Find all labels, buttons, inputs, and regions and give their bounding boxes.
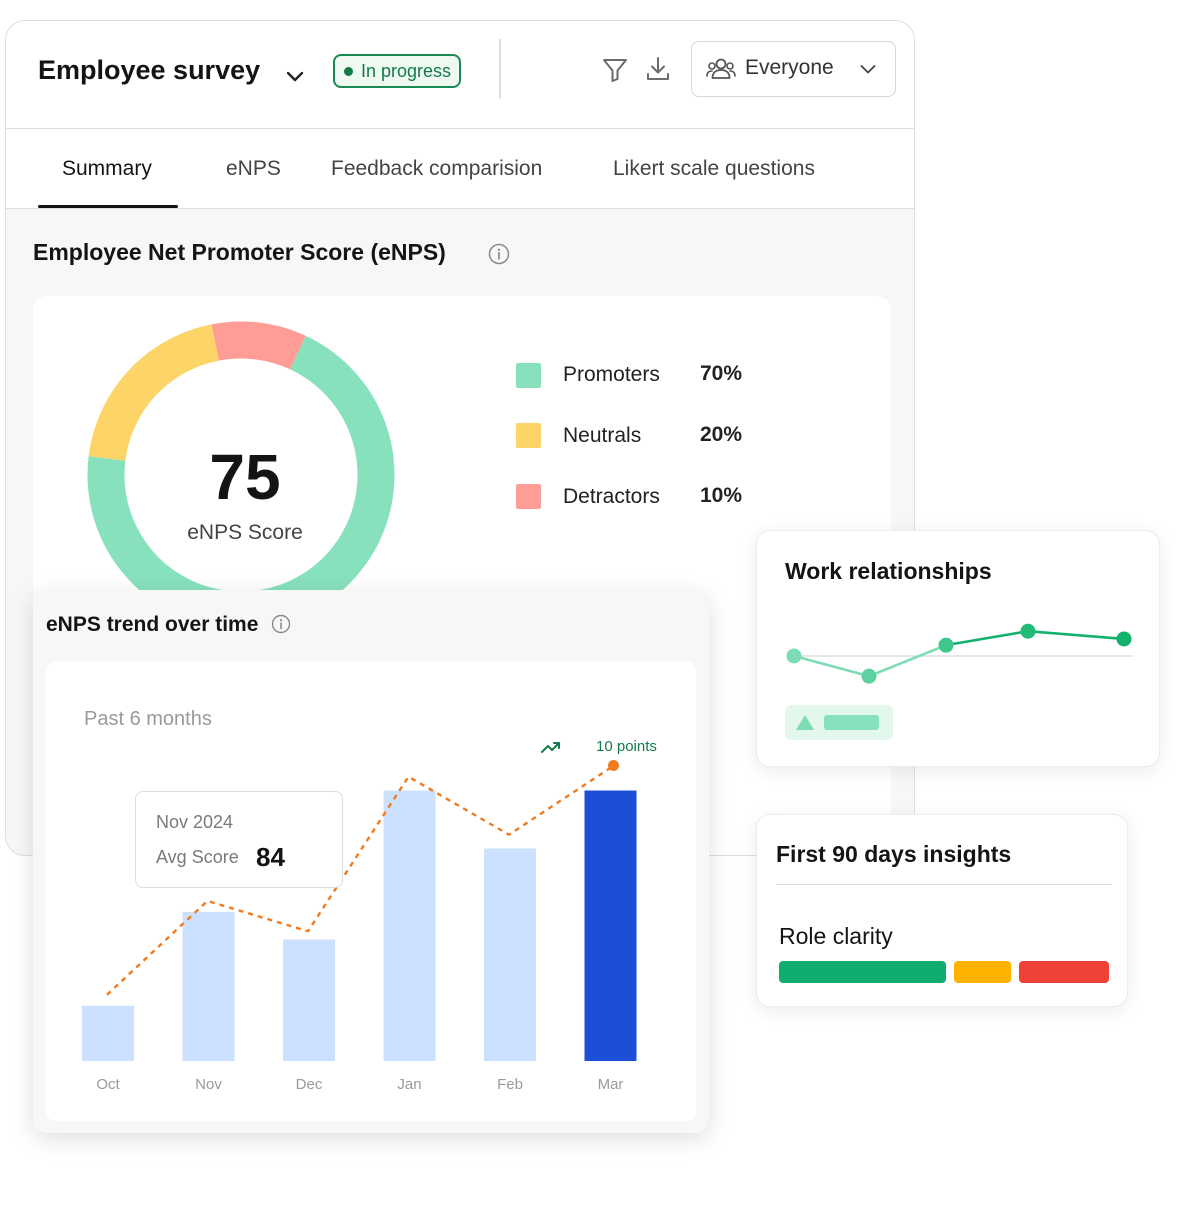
enps-score-value: 75	[209, 441, 281, 513]
sparkline-point	[938, 637, 954, 653]
trend-badge	[785, 705, 893, 740]
audience-select[interactable]: Everyone	[691, 41, 896, 97]
x-tick-label: Jan	[397, 1076, 421, 1093]
legend-swatch-neutrals	[516, 423, 541, 448]
donut-slice-neutrals	[88, 324, 220, 462]
tooltip-value: 84	[256, 842, 285, 872]
first-90-days-card[interactable]: First 90 days insights Role clarity	[756, 814, 1128, 1007]
legend-swatch-detractors	[516, 484, 541, 509]
users-icon	[706, 58, 736, 79]
bar-oct[interactable]	[82, 1005, 134, 1061]
tab-summary[interactable]: Summary	[62, 157, 152, 180]
trend-chart-area: Oct Nov Dec Jan Feb Mar Past 6 months 10 poin…	[46, 661, 696, 1121]
role-clarity-label: Role clarity	[779, 923, 893, 949]
status-badge-label: In progress	[361, 61, 452, 81]
audience-select-value: Everyone	[745, 56, 834, 79]
sparkline-segment	[1027, 629, 1125, 641]
bar-jan[interactable]	[383, 790, 436, 1061]
sparkline-point	[786, 648, 802, 664]
x-tick-label: Mar	[598, 1076, 624, 1093]
role-clarity-bar-1	[954, 961, 1011, 983]
tooltip-label: Avg Score	[156, 847, 239, 867]
period-label: Past 6 months	[84, 708, 212, 730]
donut-slice-detractors	[211, 321, 306, 370]
info-icon[interactable]	[271, 614, 291, 634]
legend-label-neutrals: Neutrals	[563, 424, 642, 447]
sparkline-segment	[793, 654, 870, 678]
status-badge: In progress	[333, 54, 462, 88]
bar-nov[interactable]	[182, 911, 235, 1061]
info-icon[interactable]	[488, 243, 510, 265]
bar-dec[interactable]	[283, 939, 335, 1061]
x-tick-label: Feb	[497, 1076, 523, 1093]
legend-value-detractors: 10%	[700, 484, 743, 507]
tab-likert-scale-questions[interactable]: Likert scale questions	[613, 157, 815, 180]
role-clarity-bar-2	[1018, 961, 1109, 983]
role-clarity-bar-0	[779, 961, 947, 983]
enps-trend-card: eNPS trend over time Oct Nov Dec Jan Feb Mar …	[33, 590, 709, 1133]
trend-change-label: 10 points	[596, 738, 657, 755]
legend-label-promoters: Promoters	[563, 363, 660, 386]
insights-divider	[776, 884, 1112, 885]
x-tick-label: Oct	[96, 1076, 120, 1093]
enps-trend-chart: Oct Nov Dec Jan Feb Mar	[82, 759, 637, 1093]
filter-icon[interactable]	[600, 55, 630, 85]
chart-tooltip: Nov 2024 Avg Score 84	[135, 791, 343, 888]
active-tab-indicator	[38, 205, 178, 208]
trending-up-icon	[541, 742, 560, 753]
download-icon[interactable]	[643, 54, 673, 84]
work-relationships-sparkline	[786, 623, 1133, 684]
trend-endpoint	[608, 759, 619, 771]
legend-swatch-promoters	[516, 363, 541, 388]
tab-feedback-comparison[interactable]: Feedback comparision	[331, 157, 543, 180]
tab-bar: Summary eNPS Feedback comparision Likert…	[6, 129, 914, 209]
work-relationships-card[interactable]: Work relationships	[756, 530, 1160, 767]
bar-mar[interactable]	[584, 790, 637, 1061]
chevron-down-icon[interactable]	[284, 65, 306, 87]
tab-enps[interactable]: eNPS	[226, 157, 281, 180]
survey-header: Employee survey In progress Everyon	[6, 21, 914, 129]
chevron-down-icon	[860, 65, 876, 74]
x-tick-label: Nov	[195, 1076, 222, 1093]
sparkline-point	[1020, 623, 1036, 639]
sparkline-point	[1116, 631, 1132, 647]
legend-label-detractors: Detractors	[563, 485, 660, 508]
enps-score-label: eNPS Score	[187, 521, 303, 544]
enps-section-title: Employee Net Promoter Score (eNPS)	[33, 239, 446, 265]
legend-value-promoters: 70%	[700, 362, 743, 385]
status-dot	[344, 67, 353, 76]
sparkline-segment	[868, 643, 947, 678]
header-divider	[499, 39, 501, 99]
trend-card-title: eNPS trend over time	[46, 613, 259, 636]
triangle-up-icon	[796, 715, 814, 730]
sparkline-segment	[945, 629, 1029, 647]
trend-badge-bar	[824, 715, 879, 730]
sparkline-point	[861, 668, 877, 684]
bar-feb[interactable]	[484, 848, 536, 1061]
survey-title[interactable]: Employee survey	[38, 55, 261, 85]
insights-title: First 90 days insights	[776, 841, 1012, 867]
trend-line	[106, 767, 611, 996]
x-tick-label: Dec	[296, 1076, 323, 1093]
legend-value-neutrals: 20%	[700, 423, 743, 446]
work-relationships-title: Work relationships	[785, 558, 992, 584]
tooltip-date: Nov 2024	[156, 812, 234, 832]
